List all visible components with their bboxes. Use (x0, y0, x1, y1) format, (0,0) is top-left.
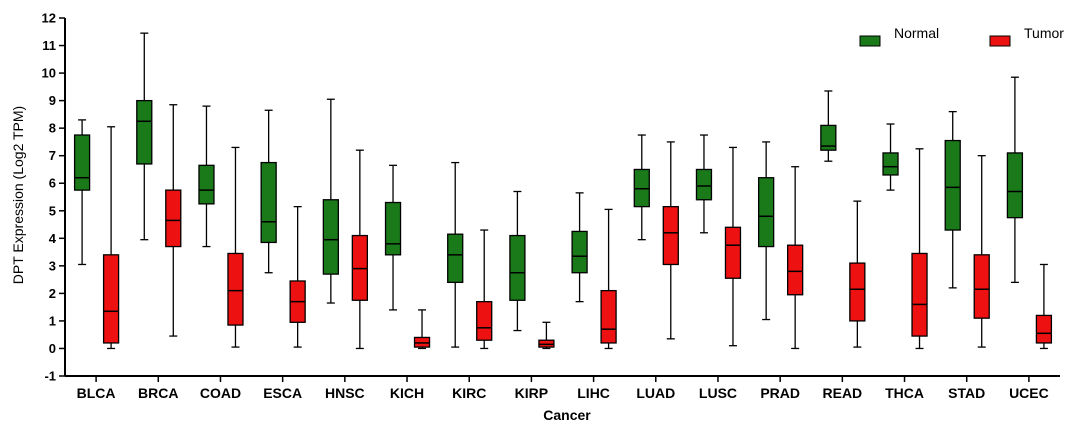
y-tick-label: 4 (49, 231, 57, 246)
box-normal (260, 161, 277, 244)
x-tick-label: LUSC (699, 385, 737, 401)
box-normal (1006, 152, 1024, 219)
y-tick-label: -1 (44, 369, 56, 384)
x-tick-label: UCEC (1009, 385, 1049, 401)
y-tick-label: 10 (42, 66, 56, 81)
box-tumor (227, 252, 244, 326)
x-tick-label: ESCA (263, 385, 302, 401)
y-tick-label: 5 (49, 203, 56, 218)
box-tumor (787, 244, 804, 296)
box-normal (944, 139, 961, 231)
y-tick-label: 0 (49, 341, 56, 356)
legend-label-normal: Normal (894, 25, 939, 41)
y-tick-label: 6 (49, 176, 56, 191)
x-tick-label: KICH (390, 385, 424, 401)
box-tumor (662, 205, 679, 266)
y-tick-label: 3 (49, 258, 56, 273)
x-tick-label: BLCA (77, 385, 116, 401)
x-axis-title: Cancer (543, 407, 591, 421)
box-tumor (476, 300, 493, 341)
x-tick-label: STAD (948, 385, 985, 401)
legend-swatch-normal (859, 35, 881, 47)
box-tumor (165, 189, 182, 248)
box-normal (322, 199, 339, 275)
box-normal (73, 134, 91, 191)
x-tick-label: THCA (885, 385, 924, 401)
x-tick-label: LUAD (636, 385, 675, 401)
box-normal (758, 177, 775, 248)
box-normal (198, 164, 215, 205)
x-tick-label: BRCA (138, 385, 178, 401)
x-tick-label: COAD (200, 385, 241, 401)
box-normal (384, 201, 402, 256)
legend-swatch-tumor (989, 35, 1011, 47)
x-tick-label: KIRC (452, 385, 486, 401)
x-tick-label: PRAD (760, 385, 800, 401)
box-tumor (911, 252, 928, 337)
y-tick-label: 1 (49, 313, 56, 328)
box-normal (882, 152, 899, 176)
box-normal (695, 168, 713, 201)
box-tumor (1035, 314, 1053, 344)
box-normal (136, 99, 153, 165)
box-tumor (724, 226, 742, 279)
y-tick-label: 2 (49, 286, 56, 301)
legend-label-tumor: Tumor (1024, 25, 1064, 41)
x-tick-label: READ (823, 385, 863, 401)
box-normal (447, 233, 464, 284)
x-tick-label: HNSC (325, 385, 365, 401)
box-tumor (973, 254, 990, 319)
y-axis-title: DPT Expression (Log2 TPM) (10, 106, 26, 284)
box-normal (571, 230, 588, 274)
y-tick-label: 11 (42, 38, 56, 53)
y-tick-label: 9 (49, 93, 56, 108)
box-tumor (600, 289, 617, 344)
box-tumor (102, 254, 120, 344)
legend: Normal Tumor (859, 25, 1064, 47)
x-tick-label: KIRP (515, 385, 548, 401)
x-tick-label: LIHC (577, 385, 610, 401)
y-tick-label: 12 (42, 11, 56, 26)
box-tumor (849, 262, 866, 322)
box-normal (820, 124, 837, 151)
box-normal (509, 234, 526, 301)
y-tick-label: 8 (49, 121, 56, 136)
y-tick-label: 7 (49, 148, 56, 163)
